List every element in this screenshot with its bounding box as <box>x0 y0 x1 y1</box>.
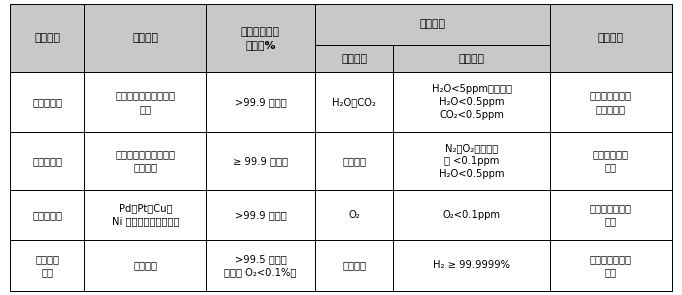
Bar <box>314 240 394 291</box>
Text: 用于氢气的初级
或终端纯化: 用于氢气的初级 或终端纯化 <box>590 91 632 114</box>
Text: 硅胶、活性炭、分子筛
（液氮）: 硅胶、活性炭、分子筛 （液氮） <box>115 149 175 173</box>
Bar <box>394 73 550 132</box>
Text: 纯化前的氢气
纯度，%: 纯化前的氢气 纯度，% <box>241 27 280 50</box>
Text: ≥ 99.9 的氢气: ≥ 99.9 的氢气 <box>233 156 288 166</box>
Text: O₂: O₂ <box>348 210 360 220</box>
Text: 用于氢气的精制
纯化: 用于氢气的精制 纯化 <box>590 254 632 277</box>
Bar <box>394 132 550 190</box>
Bar <box>394 240 550 291</box>
Bar <box>550 240 672 291</box>
Text: H₂O<5ppm（初级）
H₂O<0.5ppm
CO₂<0.5ppm: H₂O<5ppm（初级） H₂O<0.5ppm CO₂<0.5ppm <box>432 84 512 120</box>
Text: 纯化材料: 纯化材料 <box>132 33 158 43</box>
Bar <box>206 132 314 190</box>
Bar <box>85 240 206 291</box>
Bar <box>314 132 394 190</box>
Bar <box>206 4 314 73</box>
Bar <box>206 73 314 132</box>
Text: 用于氢气的精
纯化: 用于氢气的精 纯化 <box>593 149 629 173</box>
Text: 纯化效果: 纯化效果 <box>419 19 445 30</box>
Text: 主要用途: 主要用途 <box>597 33 624 43</box>
Bar <box>550 73 672 132</box>
Bar <box>550 132 672 190</box>
Bar <box>394 45 550 73</box>
Text: N₂、O₂、总碳氢
均 <0.1ppm
H₂O<0.5ppm: N₂、O₂、总碳氢 均 <0.1ppm H₂O<0.5ppm <box>439 143 505 179</box>
Text: 钯合金扩
散法: 钯合金扩 散法 <box>35 254 59 277</box>
Text: >99.5 的氢气
（其中 O₂<0.1%）: >99.5 的氢气 （其中 O₂<0.1%） <box>224 254 297 277</box>
Bar <box>10 240 85 291</box>
Bar <box>85 73 206 132</box>
Text: 硅胶、分子筛、活性氧
化铝: 硅胶、分子筛、活性氧 化铝 <box>115 91 175 114</box>
Bar <box>314 4 550 45</box>
Text: 钯合金膜: 钯合金膜 <box>133 260 158 271</box>
Bar <box>314 190 394 240</box>
Bar <box>10 73 85 132</box>
Text: H₂ ≥ 99.9999%: H₂ ≥ 99.9999% <box>433 260 510 271</box>
Bar <box>10 132 85 190</box>
Text: Pd、Pt、Cu、
Ni 等金属制成的催化剂: Pd、Pt、Cu、 Ni 等金属制成的催化剂 <box>112 204 179 227</box>
Text: 纯化方法: 纯化方法 <box>34 33 60 43</box>
Bar <box>85 190 206 240</box>
Bar <box>85 132 206 190</box>
Text: 催化反应法: 催化反应法 <box>32 210 62 220</box>
Bar <box>206 240 314 291</box>
Text: 各种杂质: 各种杂质 <box>342 260 366 271</box>
Bar <box>85 4 206 73</box>
Bar <box>10 190 85 240</box>
Text: 脱除深度: 脱除深度 <box>458 53 485 63</box>
Bar <box>394 190 550 240</box>
Bar <box>550 4 672 73</box>
Text: 低温吸附法: 低温吸附法 <box>32 156 62 166</box>
Bar <box>10 4 85 73</box>
Text: >99.9 的氢气: >99.9 的氢气 <box>235 97 286 107</box>
Bar <box>314 45 394 73</box>
Text: >99.9 的氢气: >99.9 的氢气 <box>235 210 286 220</box>
Bar <box>314 73 394 132</box>
Text: O₂<0.1ppm: O₂<0.1ppm <box>443 210 501 220</box>
Bar <box>206 190 314 240</box>
Bar <box>550 190 672 240</box>
Text: H₂O、CO₂: H₂O、CO₂ <box>332 97 376 107</box>
Text: 各种杂质: 各种杂质 <box>342 156 366 166</box>
Text: 脱除杂质: 脱除杂质 <box>341 53 367 63</box>
Text: 吸附干燥法: 吸附干燥法 <box>32 97 62 107</box>
Text: 用于脱除氢气中
的氧: 用于脱除氢气中 的氧 <box>590 204 632 227</box>
